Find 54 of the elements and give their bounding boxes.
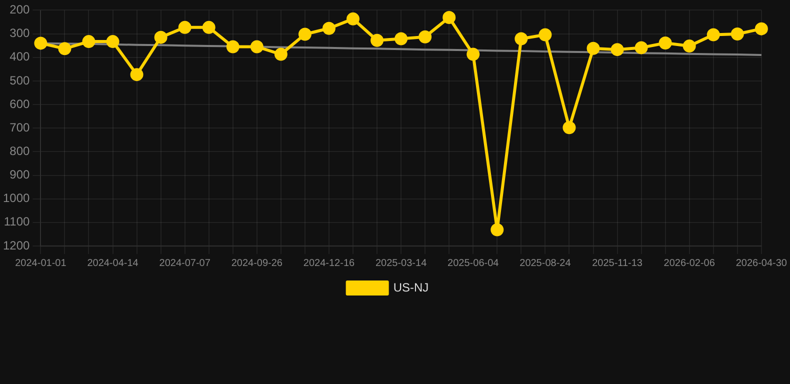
y-tick-label: 600 — [10, 96, 30, 111]
point — [34, 36, 48, 50]
point — [130, 68, 144, 82]
point — [682, 40, 696, 53]
legend-label: US-NJ — [393, 280, 429, 294]
point — [730, 28, 744, 41]
x-tick-label: 2025-06-04 — [448, 258, 500, 269]
point — [82, 35, 96, 48]
y-tick-label: 400 — [10, 50, 30, 64]
x-tick-label: 2025-11-13 — [592, 258, 643, 269]
point — [514, 32, 528, 46]
point — [586, 42, 600, 55]
y-tick-label: 200 — [10, 2, 30, 17]
point — [418, 30, 432, 44]
x-tick-label: 2025-03-14 — [375, 258, 428, 269]
point — [370, 34, 384, 47]
point — [298, 28, 312, 41]
point — [154, 30, 168, 44]
x-tick-label: 2024-09-26 — [231, 258, 283, 269]
point — [442, 11, 456, 24]
point — [538, 28, 552, 42]
y-tick-label: 300 — [10, 26, 30, 40]
point — [106, 35, 120, 48]
x-tick-label: 2024-12-16 — [303, 258, 355, 269]
x-tick-label: 2024-01-01 — [15, 258, 67, 269]
point — [466, 48, 480, 61]
point — [58, 42, 72, 56]
point — [346, 12, 360, 26]
y-tick-label: 700 — [10, 120, 30, 134]
point — [658, 36, 672, 50]
y-tick-label: 800 — [10, 144, 30, 158]
y-tick-label: 1000 — [2, 191, 30, 206]
point — [706, 28, 720, 42]
x-tick-label: 2026-04-30 — [736, 258, 788, 269]
x-tick-label: 2024-04-14 — [87, 258, 139, 269]
point — [250, 40, 264, 54]
point — [634, 41, 648, 54]
point — [394, 32, 408, 46]
point — [754, 22, 768, 36]
y-tick-label: 500 — [10, 73, 30, 88]
x-tick-label: 2024-07-07 — [159, 258, 211, 269]
point — [202, 20, 216, 34]
point — [490, 223, 504, 236]
point — [274, 48, 288, 61]
y-tick-label: 900 — [10, 168, 30, 182]
point — [226, 40, 240, 54]
point — [178, 20, 192, 34]
point — [610, 43, 624, 56]
y-tick-label: 1200 — [2, 238, 30, 252]
x-tick-label: 2026-02-06 — [664, 258, 716, 269]
point — [562, 121, 576, 134]
x-tick-label: 2025-08-24 — [520, 258, 572, 269]
point — [322, 22, 336, 35]
y-tick-label: 1100 — [4, 214, 30, 229]
